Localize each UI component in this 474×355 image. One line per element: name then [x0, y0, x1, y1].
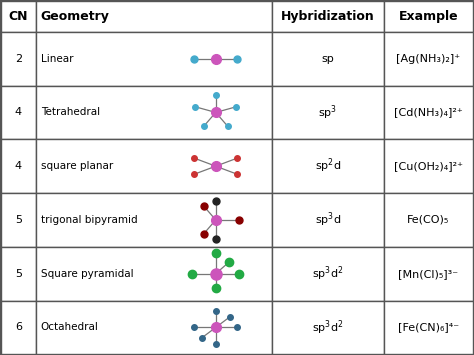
Bar [273, 301, 383, 354]
Bar [36, 86, 273, 139]
Bar [273, 1, 383, 32]
Bar [383, 247, 474, 301]
Text: sp$^3$d$^2$: sp$^3$d$^2$ [312, 264, 344, 283]
Text: Octahedral: Octahedral [41, 322, 99, 332]
Bar [36, 301, 273, 354]
Text: trigonal bipyramid: trigonal bipyramid [41, 215, 137, 225]
Bar [36, 1, 273, 32]
Text: [Cu(OH₂)₄]²⁺: [Cu(OH₂)₄]²⁺ [394, 161, 463, 171]
Text: [Ag(NH₃)₂]⁺: [Ag(NH₃)₂]⁺ [396, 54, 460, 64]
Text: 2: 2 [15, 54, 22, 64]
Bar [0, 1, 36, 32]
Bar [273, 247, 383, 301]
Text: Hybridization: Hybridization [281, 10, 375, 23]
Text: sp$^3$d: sp$^3$d [315, 211, 341, 229]
Text: sp$^2$d: sp$^2$d [315, 157, 341, 175]
Bar [0, 301, 36, 354]
Bar [383, 86, 474, 139]
Text: 4: 4 [15, 108, 22, 118]
Bar [0, 32, 36, 86]
Bar [383, 301, 474, 354]
Bar [383, 1, 474, 32]
Bar [383, 139, 474, 193]
Bar [0, 247, 36, 301]
Text: sp$^3$d$^2$: sp$^3$d$^2$ [312, 318, 344, 337]
Bar [36, 139, 273, 193]
Text: Fe(CO)₅: Fe(CO)₅ [407, 215, 449, 225]
Text: Linear: Linear [41, 54, 73, 64]
Text: Tetrahedral: Tetrahedral [41, 108, 100, 118]
Bar [273, 32, 383, 86]
Bar [0, 193, 36, 247]
Text: Geometry: Geometry [41, 10, 110, 23]
Bar [273, 139, 383, 193]
Text: Square pyramidal: Square pyramidal [41, 269, 134, 279]
Text: Example: Example [399, 10, 458, 23]
Bar [36, 193, 273, 247]
Bar [273, 86, 383, 139]
Text: sp$^3$: sp$^3$ [319, 103, 337, 122]
Bar [0, 86, 36, 139]
Text: 6: 6 [15, 322, 22, 332]
Text: square planar: square planar [41, 161, 113, 171]
Bar [383, 32, 474, 86]
Bar [36, 247, 273, 301]
Bar [36, 32, 273, 86]
Text: [Mn(Cl)₅]³⁻: [Mn(Cl)₅]³⁻ [398, 269, 458, 279]
Text: [Fe(CN)₆]⁴⁻: [Fe(CN)₆]⁴⁻ [398, 322, 459, 332]
Text: CN: CN [9, 10, 28, 23]
Bar [273, 193, 383, 247]
Text: [Cd(NH₃)₄]²⁺: [Cd(NH₃)₄]²⁺ [394, 108, 463, 118]
Text: 4: 4 [15, 161, 22, 171]
Bar [383, 193, 474, 247]
Text: 5: 5 [15, 215, 22, 225]
Text: sp: sp [321, 54, 334, 64]
Bar [0, 139, 36, 193]
Text: 5: 5 [15, 269, 22, 279]
